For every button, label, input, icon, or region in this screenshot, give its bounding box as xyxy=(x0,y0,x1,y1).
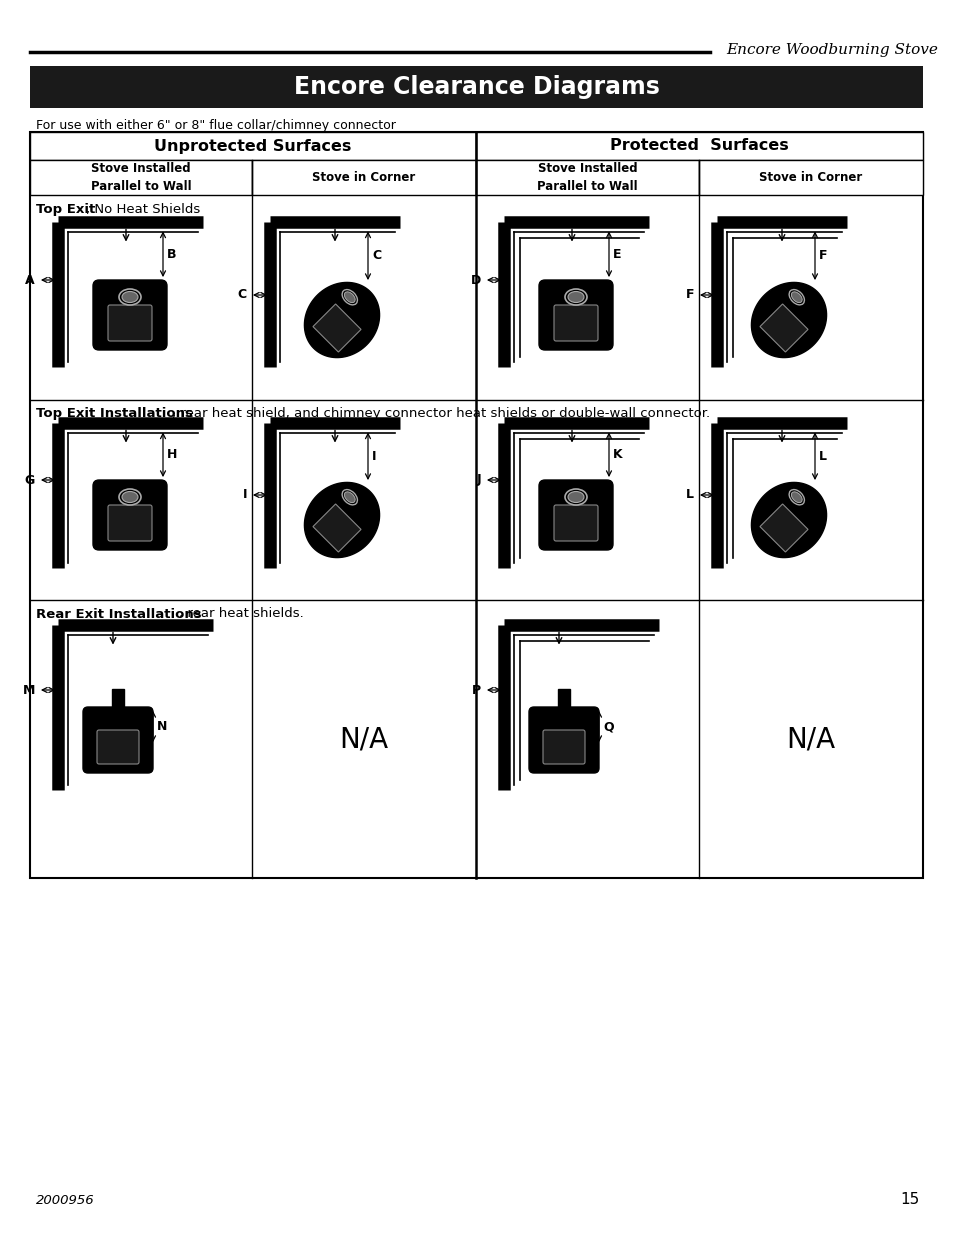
FancyBboxPatch shape xyxy=(92,480,167,550)
Text: L: L xyxy=(685,489,693,501)
Polygon shape xyxy=(313,304,360,352)
Bar xyxy=(558,689,569,714)
Text: D: D xyxy=(470,273,480,287)
Text: Stove Installed
Parallel to Wall: Stove Installed Parallel to Wall xyxy=(91,163,192,193)
Ellipse shape xyxy=(344,291,355,303)
Ellipse shape xyxy=(788,489,803,505)
Polygon shape xyxy=(751,283,825,358)
Text: G: G xyxy=(25,473,35,487)
Text: B: B xyxy=(167,248,176,261)
Text: N/A: N/A xyxy=(339,725,388,753)
Text: , No Heat Shields: , No Heat Shields xyxy=(86,203,199,215)
Text: N/A: N/A xyxy=(785,725,835,753)
Text: Top Exit Installations: Top Exit Installations xyxy=(36,408,193,420)
Ellipse shape xyxy=(122,492,138,503)
Text: Q: Q xyxy=(602,720,613,734)
Bar xyxy=(30,65,923,107)
Ellipse shape xyxy=(342,289,357,305)
Text: E: E xyxy=(613,248,620,261)
Text: H: H xyxy=(167,448,177,461)
Bar xyxy=(476,132,923,161)
Text: F: F xyxy=(685,289,693,301)
Ellipse shape xyxy=(119,489,141,505)
Text: For use with either 6" or 8" flue collar/chimney connector: For use with either 6" or 8" flue collar… xyxy=(36,119,395,132)
Text: 2000956: 2000956 xyxy=(36,1193,94,1207)
Text: K: K xyxy=(613,448,622,461)
FancyBboxPatch shape xyxy=(554,305,598,341)
Text: C: C xyxy=(237,289,247,301)
Polygon shape xyxy=(304,483,379,557)
Text: C: C xyxy=(372,249,381,262)
Polygon shape xyxy=(751,483,825,557)
FancyBboxPatch shape xyxy=(542,730,584,764)
Bar xyxy=(476,161,699,195)
Text: , rear heat shields.: , rear heat shields. xyxy=(178,608,303,620)
Ellipse shape xyxy=(122,291,138,303)
Text: Top Exit: Top Exit xyxy=(36,203,95,215)
Text: Stove Installed
Parallel to Wall: Stove Installed Parallel to Wall xyxy=(537,163,638,193)
Ellipse shape xyxy=(567,291,583,303)
Bar xyxy=(112,689,124,714)
Ellipse shape xyxy=(564,489,586,505)
Text: Unprotected Surfaces: Unprotected Surfaces xyxy=(154,138,352,153)
Polygon shape xyxy=(313,504,360,552)
FancyBboxPatch shape xyxy=(92,280,167,350)
Bar xyxy=(30,132,476,161)
Text: I: I xyxy=(372,450,376,463)
Polygon shape xyxy=(760,504,807,552)
Bar xyxy=(699,161,923,195)
Polygon shape xyxy=(760,304,807,352)
FancyBboxPatch shape xyxy=(108,305,152,341)
Ellipse shape xyxy=(791,492,801,503)
FancyBboxPatch shape xyxy=(97,730,139,764)
Text: M: M xyxy=(23,683,35,697)
Text: J: J xyxy=(476,473,480,487)
FancyBboxPatch shape xyxy=(554,505,598,541)
Text: Rear Exit Installations: Rear Exit Installations xyxy=(36,608,201,620)
FancyBboxPatch shape xyxy=(529,706,598,773)
Text: P: P xyxy=(472,683,480,697)
Text: A: A xyxy=(26,273,35,287)
Text: N: N xyxy=(157,720,167,734)
Text: L: L xyxy=(818,450,826,463)
Text: I: I xyxy=(242,489,247,501)
Ellipse shape xyxy=(567,492,583,503)
Text: Stove in Corner: Stove in Corner xyxy=(312,170,416,184)
Text: Stove in Corner: Stove in Corner xyxy=(759,170,862,184)
Text: , rear heat shield, and chimney connector heat shields or double-wall connector.: , rear heat shield, and chimney connecto… xyxy=(172,408,710,420)
FancyBboxPatch shape xyxy=(538,280,613,350)
FancyBboxPatch shape xyxy=(83,706,152,773)
Text: Protected  Surfaces: Protected Surfaces xyxy=(610,138,788,153)
Ellipse shape xyxy=(344,492,355,503)
Ellipse shape xyxy=(119,289,141,305)
Ellipse shape xyxy=(788,289,803,305)
Bar xyxy=(30,132,923,878)
Bar xyxy=(252,161,476,195)
Text: 15: 15 xyxy=(900,1193,919,1208)
FancyBboxPatch shape xyxy=(538,480,613,550)
FancyBboxPatch shape xyxy=(108,505,152,541)
Polygon shape xyxy=(304,283,379,358)
Bar xyxy=(30,161,252,195)
Ellipse shape xyxy=(791,291,801,303)
Text: Encore Clearance Diagrams: Encore Clearance Diagrams xyxy=(294,75,659,99)
Text: F: F xyxy=(818,249,826,262)
Text: Encore Woodburning Stove: Encore Woodburning Stove xyxy=(725,43,937,57)
Ellipse shape xyxy=(564,289,586,305)
Ellipse shape xyxy=(342,489,357,505)
